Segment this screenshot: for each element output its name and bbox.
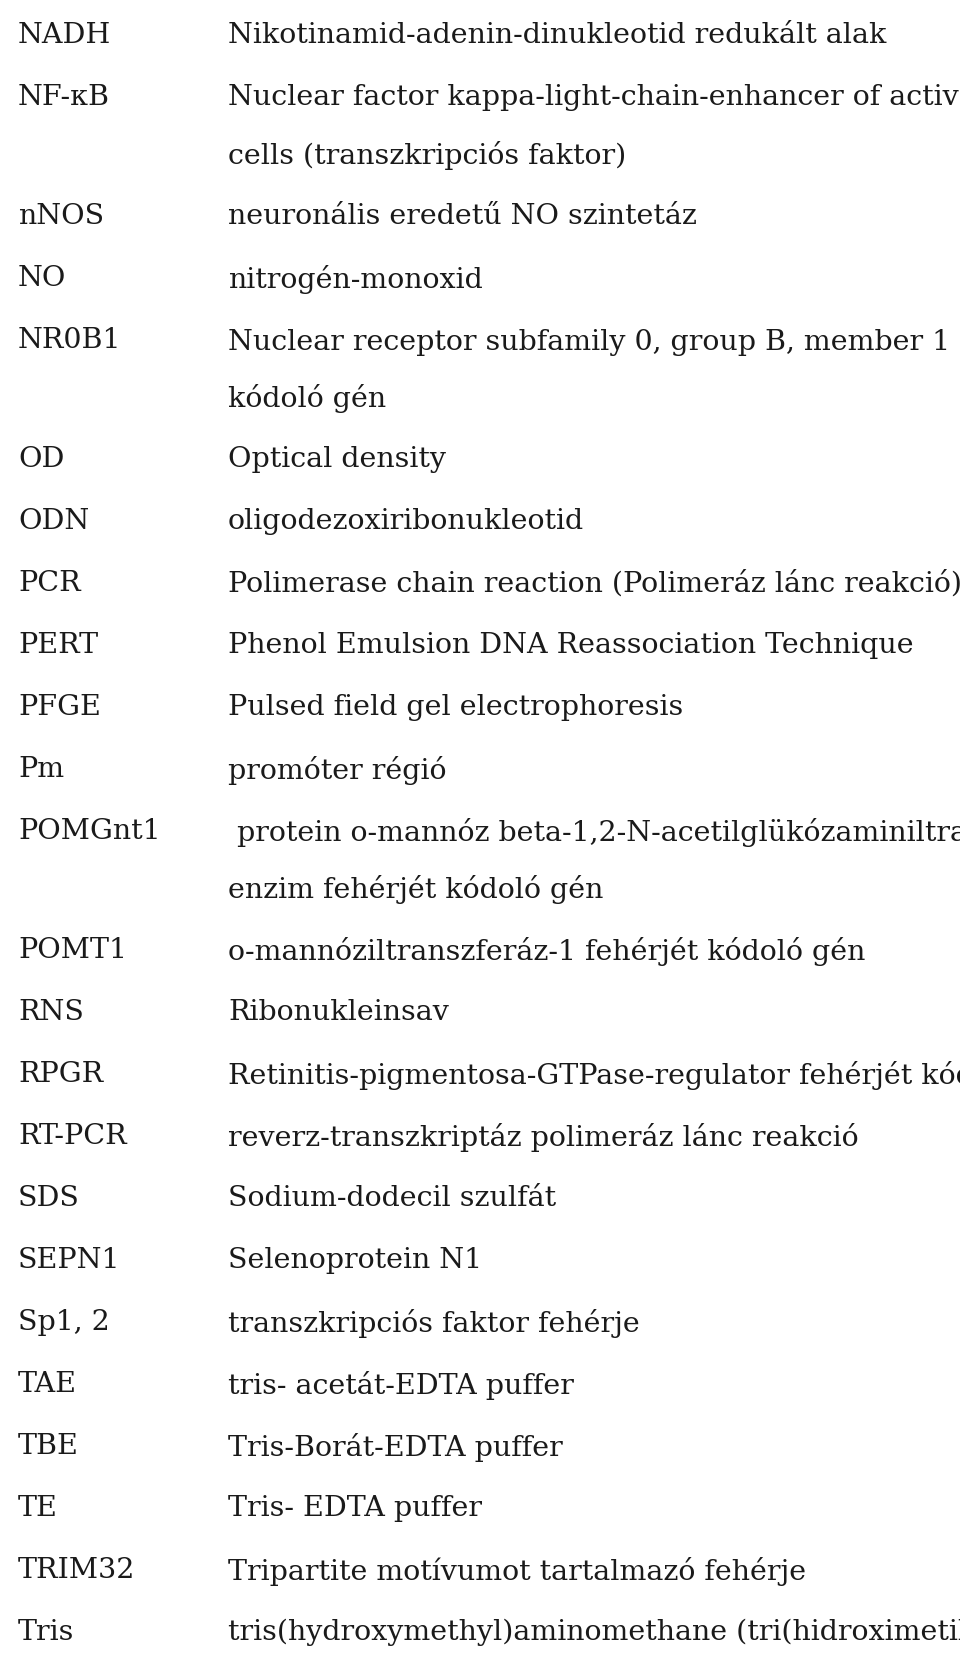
Text: OD: OD: [18, 447, 64, 473]
Text: protein o-mannóz beta-1,2-N-acetilglükózaminiltranszferáz: protein o-mannóz beta-1,2-N-acetilglükóz…: [228, 818, 960, 847]
Text: Polimerase chain reaction (Polimeráz lánc reakció): Polimerase chain reaction (Polimeráz lán…: [228, 570, 960, 597]
Text: NF-κB: NF-κB: [18, 83, 110, 112]
Text: Sodium-dodecil szulfát: Sodium-dodecil szulfát: [228, 1185, 556, 1212]
Text: Pulsed field gel electrophoresis: Pulsed field gel electrophoresis: [228, 693, 684, 722]
Text: NR0B1: NR0B1: [18, 327, 122, 353]
Text: Ribonukleinsav: Ribonukleinsav: [228, 999, 449, 1025]
Text: o-mannóziltranszferáz-1 fehérjét kódoló gén: o-mannóziltranszferáz-1 fehérjét kódoló …: [228, 937, 865, 965]
Text: TAE: TAE: [18, 1370, 77, 1399]
Text: tris- acetát-EDTA puffer: tris- acetát-EDTA puffer: [228, 1370, 574, 1400]
Text: Selenoprotein N1: Selenoprotein N1: [228, 1247, 482, 1274]
Text: Pm: Pm: [18, 757, 64, 783]
Text: Optical density: Optical density: [228, 447, 446, 473]
Text: kódoló gén: kódoló gén: [228, 383, 386, 413]
Text: oligodezoxiribonukleotid: oligodezoxiribonukleotid: [228, 508, 584, 535]
Text: Tris-Borát-EDTA puffer: Tris-Borát-EDTA puffer: [228, 1434, 563, 1462]
Text: nNOS: nNOS: [18, 203, 104, 230]
Text: Nuclear factor kappa-light-chain-enhancer of activated B: Nuclear factor kappa-light-chain-enhance…: [228, 83, 960, 112]
Text: NADH: NADH: [18, 22, 111, 48]
Text: SEPN1: SEPN1: [18, 1247, 121, 1274]
Text: tris(hydroxymethyl)aminomethane (tri(hidroximetil)-: tris(hydroxymethyl)aminomethane (tri(hid…: [228, 1619, 960, 1647]
Text: Sp1, 2: Sp1, 2: [18, 1309, 109, 1335]
Text: SDS: SDS: [18, 1185, 80, 1212]
Text: TBE: TBE: [18, 1434, 79, 1460]
Text: promóter régió: promóter régió: [228, 757, 446, 785]
Text: Nuclear receptor subfamily 0, group B, member 1 fehérjét: Nuclear receptor subfamily 0, group B, m…: [228, 327, 960, 357]
Text: RT-PCR: RT-PCR: [18, 1124, 127, 1150]
Text: TE: TE: [18, 1495, 58, 1522]
Text: Nikotinamid-adenin-dinukleotid redukált alak: Nikotinamid-adenin-dinukleotid redukált …: [228, 22, 886, 48]
Text: transzkripciós faktor fehérje: transzkripciós faktor fehérje: [228, 1309, 639, 1339]
Text: PERT: PERT: [18, 632, 98, 658]
Text: PFGE: PFGE: [18, 693, 101, 722]
Text: POMT1: POMT1: [18, 937, 127, 964]
Text: RNS: RNS: [18, 999, 84, 1025]
Text: RPGR: RPGR: [18, 1060, 103, 1089]
Text: reverz-transzkriptáz polimeráz lánc reakció: reverz-transzkriptáz polimeráz lánc reak…: [228, 1124, 858, 1152]
Text: nitrogén-monoxid: nitrogén-monoxid: [228, 265, 483, 293]
Text: PCR: PCR: [18, 570, 81, 597]
Text: Phenol Emulsion DNA Reassociation Technique: Phenol Emulsion DNA Reassociation Techni…: [228, 632, 914, 658]
Text: POMGnt1: POMGnt1: [18, 818, 160, 845]
Text: neuronális eredetű NO szintetáz: neuronális eredetű NO szintetáz: [228, 203, 697, 230]
Text: NO: NO: [18, 265, 66, 292]
Text: Tripartite motívumot tartalmazó fehérje: Tripartite motívumot tartalmazó fehérje: [228, 1557, 806, 1585]
Text: Tris- EDTA puffer: Tris- EDTA puffer: [228, 1495, 482, 1522]
Text: Tris: Tris: [18, 1619, 74, 1645]
Text: Retinitis-pigmentosa-GTPase-regulator fehérjét kódoló gén: Retinitis-pigmentosa-GTPase-regulator fe…: [228, 1060, 960, 1090]
Text: cells (transzkripciós faktor): cells (transzkripciós faktor): [228, 142, 626, 170]
Text: enzim fehérjét kódoló gén: enzim fehérjét kódoló gén: [228, 875, 604, 904]
Text: ODN: ODN: [18, 508, 89, 535]
Text: TRIM32: TRIM32: [18, 1557, 135, 1584]
